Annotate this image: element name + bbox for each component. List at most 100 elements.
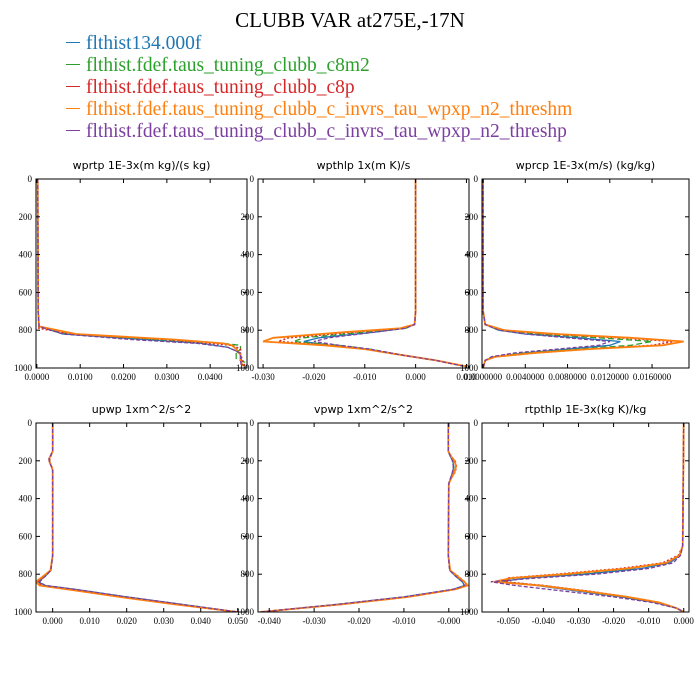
legend-entry-1: flthist134.000f (66, 33, 201, 55)
series-group (36, 179, 247, 367)
y-tick-label: 1000 (460, 607, 479, 617)
series-line-5 (313, 179, 464, 367)
x-tick-label: -0.040 (258, 616, 282, 626)
x-tick-label: -0.010 (353, 372, 377, 382)
x-tick-label: -0.020 (302, 372, 326, 382)
y-tick-label: 400 (19, 250, 33, 260)
y-tick-label: 0 (474, 174, 479, 184)
legend-label: flthist134.000f (86, 33, 202, 54)
x-tick-label: 0.010 (456, 372, 477, 382)
series-line-3 (36, 423, 238, 612)
series-line-3 (260, 423, 469, 612)
series-group (36, 423, 238, 612)
y-tick-label: 600 (241, 531, 255, 541)
y-tick-label: 0 (474, 418, 479, 428)
x-tick-label: -0.000 (437, 616, 461, 626)
x-tick-label: -0.010 (392, 616, 416, 626)
legend-entry-3: flthist.fdef.taus_tuning_clubb_c8p (66, 77, 355, 99)
x-tick-label: 0.050 (228, 616, 249, 626)
x-tick-label: 0.000 (674, 616, 695, 626)
figure-title: CLUBB VAR at275E,-17N (235, 8, 465, 32)
x-tick-label: 0.000 (405, 372, 426, 382)
x-tick-label: -0.050 (497, 616, 521, 626)
plot-frame (257, 422, 470, 613)
y-tick-label: 1000 (14, 363, 33, 373)
legend-label: flthist.fdef.taus_tuning_clubb_c8p (86, 77, 355, 98)
x-tick-label: 0.010 (80, 616, 101, 626)
y-tick-label: 0 (250, 418, 255, 428)
y-tick-label: 600 (465, 531, 479, 541)
y-tick-label: 200 (19, 212, 33, 222)
y-tick-label: 200 (241, 456, 255, 466)
panel-title: wprcp 1E-3x(m/s) (kg/kg) (516, 159, 655, 172)
legend-line-icon (66, 42, 80, 44)
plot-frame (257, 178, 470, 369)
y-tick-label: 400 (465, 494, 479, 504)
legend-line-icon (66, 108, 80, 110)
series-line-5 (490, 423, 685, 612)
x-tick-label: -0.030 (251, 372, 275, 382)
y-tick-label: 800 (241, 569, 255, 579)
y-tick-label: 1000 (236, 607, 255, 617)
plot-frame (481, 422, 690, 613)
x-tick-label: -0.030 (567, 616, 591, 626)
x-tick-label: -0.030 (302, 616, 326, 626)
legend-label: flthist.fdef.taus_tuning_clubb_c_invrs_t… (86, 99, 573, 120)
y-tick-label: 400 (19, 494, 33, 504)
x-tick-label: 0.030 (154, 616, 175, 626)
x-tick-label: 0.0000000 (464, 372, 503, 382)
x-tick-label: -0.020 (347, 616, 371, 626)
y-tick-label: 800 (465, 325, 479, 335)
series-line-5 (260, 423, 466, 612)
y-tick-label: 800 (19, 325, 33, 335)
y-tick-label: 1000 (14, 607, 33, 617)
plot-frame (35, 422, 248, 613)
series-line-2 (482, 179, 653, 368)
series-line-4 (36, 423, 238, 612)
legend-line-icon (66, 64, 80, 66)
panel-title: upwp 1xm^2/s^2 (92, 403, 192, 416)
x-tick-label: 0.0000 (24, 372, 49, 382)
chart-panel-3: wprcp 1E-3x(m/s) (kg/kg) 0 200 400 600 800 100… (460, 159, 690, 382)
y-tick-label: 1000 (236, 363, 255, 373)
panel-title: vpwp 1xm^2/s^2 (314, 403, 413, 416)
x-tick-label: 0.0300 (154, 372, 179, 382)
series-line-4 (36, 179, 244, 367)
x-tick-label: 0.0400 (198, 372, 223, 382)
y-tick-label: 800 (19, 569, 33, 579)
panel-title: wprtp 1E-3x(m kg)/(s kg) (73, 159, 211, 172)
x-tick-label: 0.0100 (68, 372, 93, 382)
legend-entry-2: flthist.fdef.taus_tuning_clubb_c8m2 (66, 55, 370, 77)
series-line-5 (482, 179, 611, 368)
panel-title: rtpthlp 1E-3x(kg K)/kg (525, 403, 647, 416)
y-tick-label: 0 (28, 418, 33, 428)
y-tick-label: 800 (241, 325, 255, 335)
legend-line-icon (66, 86, 80, 88)
y-tick-label: 600 (19, 287, 33, 297)
legend-entry-5: flthist.fdef.taus_tuning_clubb_c_invrs_t… (66, 121, 567, 143)
chart-panel-1: wprtp 1E-3x(m kg)/(s kg) 0 200 400 600 800 100… (14, 159, 248, 382)
y-tick-label: 1000 (460, 363, 479, 373)
chart-panel-4: upwp 1xm^2/s^2 0 200 400 600 800 1000 0.000 0.01… (14, 403, 248, 626)
panel-title: wpthlp 1x(m K)/s (317, 159, 411, 172)
legend-label: flthist.fdef.taus_tuning_clubb_c8m2 (86, 55, 370, 76)
x-tick-label: 0.0080000 (548, 372, 587, 382)
series-line-5 (38, 423, 238, 612)
x-tick-label: 0.020 (117, 616, 138, 626)
series-line-4 (260, 423, 469, 612)
legend-line-icon (66, 130, 80, 132)
x-tick-label: 0.0160000 (633, 372, 672, 382)
chart-panel-2: wpthlp 1x(m K)/s02004006008001000-0.030-… (236, 159, 477, 382)
y-tick-label: 200 (19, 456, 33, 466)
legend-entry-4: flthist.fdef.taus_tuning_clubb_c_invrs_t… (66, 99, 572, 121)
plot-frame (481, 178, 690, 369)
y-tick-label: 600 (19, 531, 33, 541)
y-tick-label: 200 (241, 212, 255, 222)
x-tick-label: -0.020 (602, 616, 626, 626)
series-line-2 (501, 423, 685, 612)
y-tick-label: 0 (250, 174, 255, 184)
series-line-2 (36, 423, 238, 612)
y-tick-label: 400 (241, 250, 255, 260)
y-tick-label: 800 (465, 569, 479, 579)
